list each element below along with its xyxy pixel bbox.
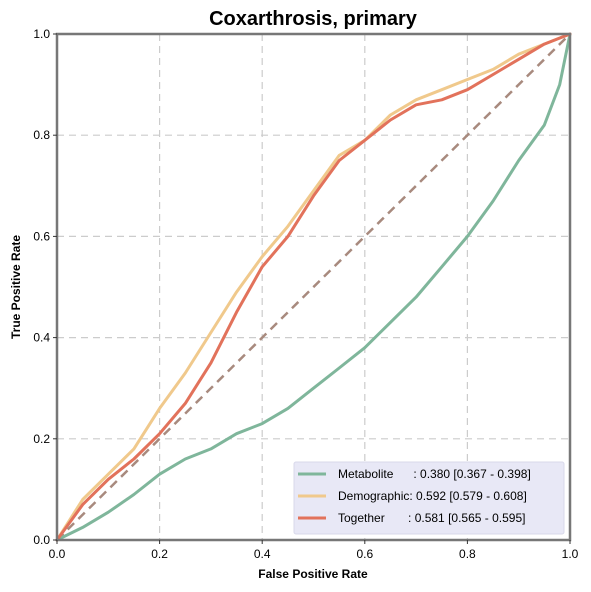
legend-box [293, 461, 565, 535]
x-tick-label: 1.0 [562, 547, 579, 561]
x-tick-label: 0.2 [151, 547, 168, 561]
series-group [55, 32, 572, 542]
roc-curve-demographic [55, 32, 572, 542]
legend-label-together: Together : 0.581 [0.565 - 0.595] [338, 511, 525, 525]
legend-label-demographic: Demographic: 0.592 [0.579 - 0.608] [338, 489, 527, 503]
y-axis: 0.0 0.2 0.4 0.6 0.8 1.0 [33, 27, 57, 547]
y-tick-label: 0.4 [33, 331, 50, 345]
legend: Metabolite : 0.380 [0.367 - 0.398] Demogr… [293, 461, 565, 535]
x-tick-label: 0.0 [49, 547, 66, 561]
x-tick-label: 0.8 [459, 547, 476, 561]
y-tick-label: 0.6 [33, 229, 50, 243]
y-tick-label: 1.0 [33, 27, 50, 41]
legend-label-metabolite: Metabolite : 0.380 [0.367 - 0.398] [338, 467, 531, 481]
chart-title: Coxarthrosis, primary [209, 8, 418, 30]
grid-lines [57, 34, 570, 540]
y-axis-title: True Positive Rate [9, 235, 23, 339]
reference-line-group [56, 33, 571, 541]
x-tick-label: 0.4 [254, 547, 271, 561]
y-tick-label: 0.2 [33, 432, 50, 446]
x-axis-title: False Positive Rate [258, 567, 368, 581]
plot-frame [55, 32, 572, 542]
x-tick-label: 0.6 [356, 547, 373, 561]
y-tick-label: 0.8 [33, 128, 50, 142]
roc-curve-metabolite [55, 32, 572, 542]
roc-curve-together [55, 32, 572, 542]
y-tick-label: 0.0 [33, 533, 50, 547]
chance-reference-line [56, 33, 571, 541]
x-axis: 0.0 0.2 0.4 0.6 0.8 1.0 [49, 540, 579, 561]
